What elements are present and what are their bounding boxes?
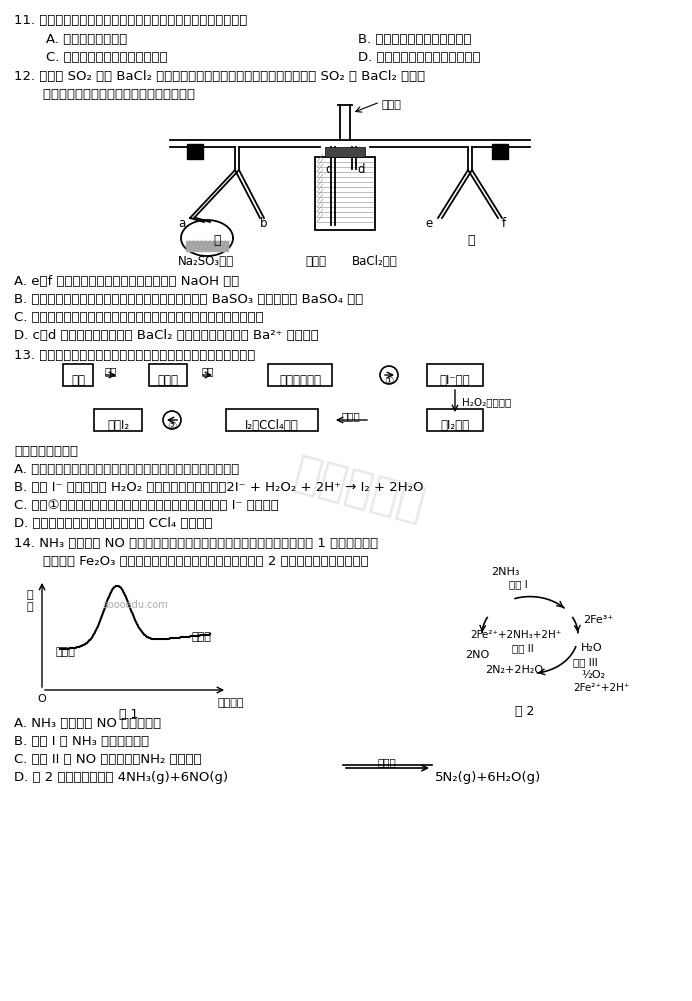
Text: 5N₂(g)+6H₂O(g): 5N₂(g)+6H₂O(g) [435, 771, 541, 784]
Text: b: b [260, 217, 268, 230]
Text: C. 玻璃管的作用是连通大气，使空气中的氧气进入广口瓶并参与反应: C. 玻璃管的作用是连通大气，使空气中的氧气进入广口瓶并参与反应 [14, 311, 264, 324]
Text: 反应过程: 反应过程 [217, 698, 244, 708]
Text: 2Fe³⁺: 2Fe³⁺ [583, 615, 613, 625]
Text: 高中试卷答: 高中试卷答 [290, 451, 430, 529]
Text: D. 多糖、油脂、蛋白质均可水解: D. 多糖、油脂、蛋白质均可水解 [358, 51, 480, 64]
Text: 图 2: 图 2 [516, 705, 535, 718]
Text: ①: ① [384, 376, 394, 386]
Text: 2NH₃: 2NH₃ [491, 567, 519, 577]
Bar [187, 144, 203, 159]
Text: A. NH₃ 催化还原 NO 为吸热反应: A. NH₃ 催化还原 NO 为吸热反应 [14, 717, 161, 730]
Text: f: f [502, 217, 506, 230]
Text: 浸泡: 浸泡 [202, 366, 215, 376]
Text: 14. NH₃ 催化还原 NO 是重要的烟气脱硝技术，其反应过程与能量关系如图 1 所示。研究发: 14. NH₃ 催化还原 NO 是重要的烟气脱硝技术，其反应过程与能量关系如图 … [14, 537, 378, 550]
Text: C. 纤维素和淀粉互为同分异构体: C. 纤维素和淀粉互为同分异构体 [46, 51, 167, 64]
Text: 灼烧: 灼烧 [104, 366, 117, 376]
Text: I₂的CCl₄溶液: I₂的CCl₄溶液 [245, 419, 299, 432]
Text: 11. 糖类、油脂、蛋白质是重要的营养物质。下列说法错误的是: 11. 糖类、油脂、蛋白质是重要的营养物质。下列说法错误的是 [14, 14, 247, 27]
Text: 海带灰: 海带灰 [158, 374, 179, 387]
Text: 2NO: 2NO [465, 650, 489, 660]
Text: H₂O: H₂O [581, 643, 603, 653]
Text: 2Fe²⁺+2NH₃+2H⁺: 2Fe²⁺+2NH₃+2H⁺ [470, 630, 561, 640]
Text: BaCl₂溶液: BaCl₂溶液 [352, 255, 398, 268]
Text: 12. 已知将 SO₂ 通入 BaCl₂ 溶液中无明显现象。实验室利用如图装置探究 SO₂ 与 BaCl₂ 溶液反: 12. 已知将 SO₂ 通入 BaCl₂ 溶液中无明显现象。实验室利用如图装置探… [14, 70, 425, 83]
Text: ½O₂: ½O₂ [581, 670, 605, 680]
Text: 过程 III: 过程 III [573, 657, 598, 667]
Text: 玻璃管: 玻璃管 [381, 100, 401, 110]
Text: 生成物: 生成物 [192, 632, 212, 642]
Text: 单质I₂: 单质I₂ [107, 419, 129, 432]
Text: 能
量: 能 量 [27, 590, 33, 612]
Text: 过程 I: 过程 I [509, 579, 527, 589]
Text: 甲: 甲 [213, 234, 221, 247]
Text: H₂O₂、稀硫酸: H₂O₂、稀硫酸 [462, 397, 511, 407]
Bar [492, 144, 508, 159]
Bar [325, 147, 365, 157]
Text: 应生成白色沉淀的条件。下列判断正确的是: 应生成白色沉淀的条件。下列判断正确的是 [26, 88, 195, 101]
Text: D. c、d 两根导管都必须插入 BaCl₂ 溶液中，保证气体与 Ba²⁺ 充分接触: D. c、d 两根导管都必须插入 BaCl₂ 溶液中，保证气体与 Ba²⁺ 充分… [14, 329, 319, 342]
Text: 过程 II: 过程 II [512, 643, 534, 653]
Text: ②: ② [167, 421, 176, 431]
Text: 反应物: 反应物 [55, 647, 75, 657]
Text: 催化剂: 催化剂 [378, 757, 397, 767]
Text: d: d [357, 163, 365, 176]
Text: a: a [178, 217, 185, 230]
Text: D. 碘易溶于乙醇，提取碘时也可将 CCl₄ 换成乙醇: D. 碘易溶于乙醇，提取碘时也可将 CCl₄ 换成乙醇 [14, 517, 212, 530]
Text: C. 过程 II 中 NO 为氧化剂，NH₂ 为还原剂: C. 过程 II 中 NO 为氧化剂，NH₂ 为还原剂 [14, 753, 201, 766]
Text: C. 步骤①是过滤，可将海带灰中的硫酸盐、碳酸盐等与含 I⁻ 溶液分离: C. 步骤①是过滤，可将海带灰中的硫酸盐、碳酸盐等与含 I⁻ 溶液分离 [14, 499, 279, 512]
Text: 2N₂+2H₂O: 2N₂+2H₂O [485, 665, 543, 675]
Text: B. 乙中产生的若是氧化性气体，能将广口瓶中生成的 BaSO₃ 沉淀氧化为 BaSO₄ 沉淀: B. 乙中产生的若是氧化性气体，能将广口瓶中生成的 BaSO₃ 沉淀氧化为 Ba… [14, 293, 363, 306]
Text: Na₂SO₃固体: Na₂SO₃固体 [178, 255, 234, 268]
Text: 现，在以 Fe₂O₃ 为主的催化剂上可能发生的反应过程如图 2 所示。下列说法正确的是: 现，在以 Fe₂O₃ 为主的催化剂上可能发生的反应过程如图 2 所示。下列说法正… [26, 555, 369, 568]
Text: 含I₂溶液: 含I₂溶液 [440, 419, 470, 432]
Text: 萃取碘: 萃取碘 [342, 411, 361, 421]
Text: B. 醋酸铅溶液可使蛋白质变性: B. 醋酸铅溶液可使蛋白质变性 [358, 33, 471, 46]
Text: D. 图 2 脱硝的总反应为 4NH₃(g)+6NO(g): D. 图 2 脱硝的总反应为 4NH₃(g)+6NO(g) [14, 771, 228, 784]
Text: e: e [425, 217, 432, 230]
Text: 含I⁻溶液: 含I⁻溶液 [439, 374, 471, 387]
Text: 海带灰悬浊液: 海带灰悬浊液 [279, 374, 321, 387]
Text: 图 1: 图 1 [119, 708, 138, 721]
Text: B. 过程 I 中 NH₃ 断裂非极性键: B. 过程 I 中 NH₃ 断裂非极性键 [14, 735, 149, 748]
Text: c: c [325, 163, 331, 176]
Text: aoooedu.com: aoooedu.com [102, 600, 167, 610]
Text: A. 油脂属于酯类物质: A. 油脂属于酯类物质 [46, 33, 127, 46]
Text: 13. 海带中含有碘元素。从海带中提取碘的实验过程如下图所示：: 13. 海带中含有碘元素。从海带中提取碘的实验过程如下图所示： [14, 349, 255, 362]
Text: 2Fe²⁺+2H⁺: 2Fe²⁺+2H⁺ [573, 683, 630, 693]
Text: 海带: 海带 [71, 374, 85, 387]
Text: A. e、f 两管中的试剂可以分别是浓氨水和 NaOH 固体: A. e、f 两管中的试剂可以分别是浓氨水和 NaOH 固体 [14, 275, 239, 288]
Text: 浓硫酸: 浓硫酸 [305, 255, 326, 268]
Text: A. 灼烧海带时用到的硅酸盐仪器有：酒精灯、蒸发皿、泥三角: A. 灼烧海带时用到的硅酸盐仪器有：酒精灯、蒸发皿、泥三角 [14, 463, 239, 476]
Bar [315, 157, 375, 230]
Text: O: O [37, 694, 46, 704]
Text: B. 向含 I⁻ 溶液中加入 H₂O₂ 和稀硫酸时发生反应：2I⁻ + H₂O₂ + 2H⁺ → I₂ + 2H₂O: B. 向含 I⁻ 溶液中加入 H₂O₂ 和稀硫酸时发生反应：2I⁻ + H₂O₂… [14, 481, 424, 494]
Text: 下列说法正确的是: 下列说法正确的是 [14, 445, 78, 458]
Text: 乙: 乙 [467, 234, 475, 247]
